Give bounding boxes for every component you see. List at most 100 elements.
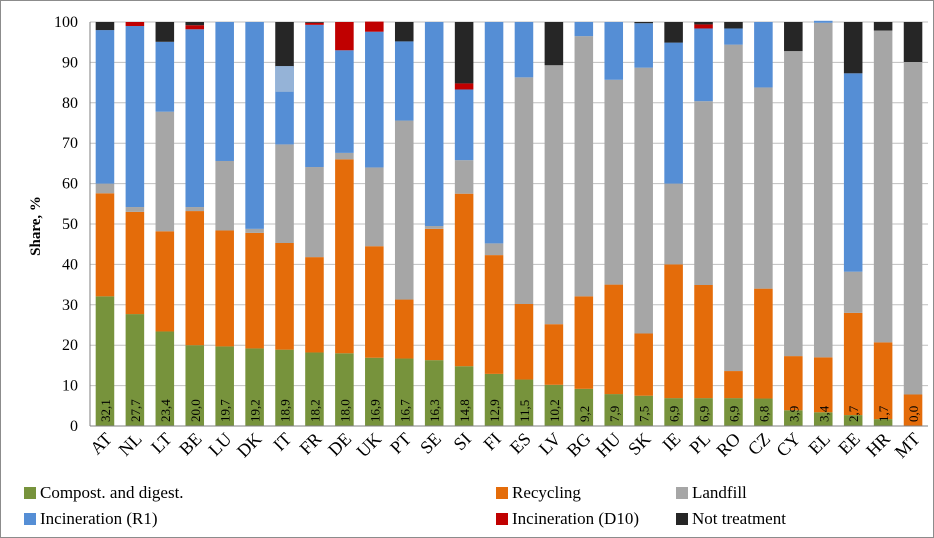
bar-segment bbox=[484, 373, 504, 426]
bar-segment bbox=[694, 101, 713, 286]
legend-swatch bbox=[24, 487, 36, 499]
bar-segment bbox=[574, 296, 594, 389]
bar-segment bbox=[544, 324, 564, 385]
bar-segment bbox=[604, 394, 624, 426]
bar-segment bbox=[634, 23, 653, 68]
legend-swatch bbox=[676, 513, 688, 525]
bar-segment bbox=[335, 152, 354, 160]
bar-segment bbox=[125, 207, 145, 212]
bar-segment bbox=[95, 296, 115, 426]
x-tick-label: CZ bbox=[744, 429, 774, 459]
bar-segment bbox=[634, 333, 653, 396]
bar-segment bbox=[754, 398, 773, 426]
bar-segment bbox=[424, 360, 444, 426]
y-tick-label: 70 bbox=[62, 135, 78, 152]
bar-segment bbox=[754, 22, 773, 88]
data-label: 7,5 bbox=[637, 406, 652, 422]
y-tick-label: 80 bbox=[62, 95, 78, 112]
y-tick-label: 0 bbox=[70, 418, 78, 435]
x-tick-label: FI bbox=[479, 429, 504, 454]
x-tick-label: SK bbox=[624, 429, 654, 459]
bar-segment bbox=[454, 89, 474, 161]
x-tick-label: DK bbox=[233, 429, 266, 462]
bar-segment bbox=[843, 73, 863, 272]
bar-segment bbox=[185, 345, 205, 426]
bar-segment bbox=[903, 61, 923, 395]
bar-segment bbox=[873, 30, 893, 343]
bar-segment bbox=[275, 22, 294, 68]
data-label: 18,2 bbox=[307, 399, 322, 422]
bar-segment bbox=[604, 79, 624, 285]
x-tick-label: BE bbox=[175, 429, 205, 459]
bar-segment bbox=[514, 379, 534, 426]
bar-segment bbox=[873, 22, 893, 31]
bar-segment bbox=[394, 120, 414, 300]
bar-segment bbox=[574, 388, 594, 426]
bar-segment bbox=[813, 22, 833, 358]
bar-segment bbox=[694, 24, 713, 29]
bar-segment bbox=[634, 395, 653, 426]
y-tick-label: 40 bbox=[62, 256, 78, 273]
y-tick-label: 90 bbox=[62, 54, 78, 71]
bar-segment bbox=[454, 366, 474, 426]
bar-segment bbox=[275, 144, 294, 243]
bar-segment bbox=[574, 36, 594, 297]
bar-segment bbox=[664, 264, 683, 399]
bar-segment bbox=[275, 242, 294, 350]
bar-segment bbox=[544, 22, 564, 66]
data-labels: 32,1 27,7 23,4 20,0 19,7 19,2 18,9 18,2 18,0 16,9… bbox=[98, 399, 921, 422]
bar-segment bbox=[784, 51, 803, 357]
bar-segment bbox=[754, 288, 773, 399]
legend-label: Not treatment bbox=[692, 509, 786, 528]
legend-label: Recycling bbox=[512, 483, 581, 502]
bar-segment bbox=[903, 394, 923, 426]
bar-segment bbox=[365, 246, 384, 358]
data-label: 7,9 bbox=[607, 406, 622, 422]
bar-segment bbox=[514, 22, 534, 78]
bar-segment bbox=[424, 22, 444, 227]
bar-segment bbox=[454, 160, 474, 194]
bar-segment bbox=[245, 22, 264, 229]
bar-segment bbox=[155, 41, 175, 112]
bar-segment bbox=[365, 31, 384, 168]
bar-segment bbox=[664, 398, 683, 426]
x-tick-label: SI bbox=[449, 429, 474, 454]
legend-swatch bbox=[24, 513, 36, 525]
bar-segment bbox=[724, 371, 743, 399]
bar-segment bbox=[125, 211, 145, 315]
data-label: 6,9 bbox=[697, 406, 712, 422]
bar-segment bbox=[394, 299, 414, 359]
x-tick-label: RO bbox=[712, 429, 744, 461]
bar-segment bbox=[784, 22, 803, 52]
data-label: 16,3 bbox=[427, 399, 442, 422]
bar-segment bbox=[95, 30, 115, 184]
bar-segment bbox=[873, 342, 893, 420]
bar-segment bbox=[305, 167, 324, 258]
data-label: 27,7 bbox=[128, 399, 143, 422]
bar-segment bbox=[694, 285, 713, 399]
bar-segment bbox=[843, 271, 863, 313]
bar-segment bbox=[694, 398, 713, 426]
x-tick-label: BG bbox=[563, 429, 595, 461]
bar-segment bbox=[125, 314, 145, 426]
y-tick-label: 10 bbox=[62, 378, 78, 395]
x-tick-label: LU bbox=[204, 429, 235, 460]
x-tick-label: SE bbox=[416, 429, 445, 458]
bar-segment bbox=[634, 22, 653, 24]
data-label: 16,9 bbox=[367, 399, 382, 422]
data-label: 19,2 bbox=[248, 399, 263, 422]
bar-segment bbox=[245, 232, 264, 349]
bar-segment bbox=[95, 183, 115, 194]
x-tick-label: UK bbox=[353, 429, 386, 462]
bar-segment bbox=[155, 331, 175, 426]
bar-segment bbox=[185, 211, 205, 346]
y-tick-label: 60 bbox=[62, 176, 78, 193]
bar-segment bbox=[784, 356, 803, 411]
legend-label: Incineration (D10) bbox=[512, 509, 639, 528]
bar-segment bbox=[305, 24, 324, 168]
bar-segment bbox=[544, 65, 564, 325]
bar-segment bbox=[843, 312, 863, 416]
data-label: 3,9 bbox=[786, 406, 801, 422]
bar-segment bbox=[335, 22, 354, 51]
